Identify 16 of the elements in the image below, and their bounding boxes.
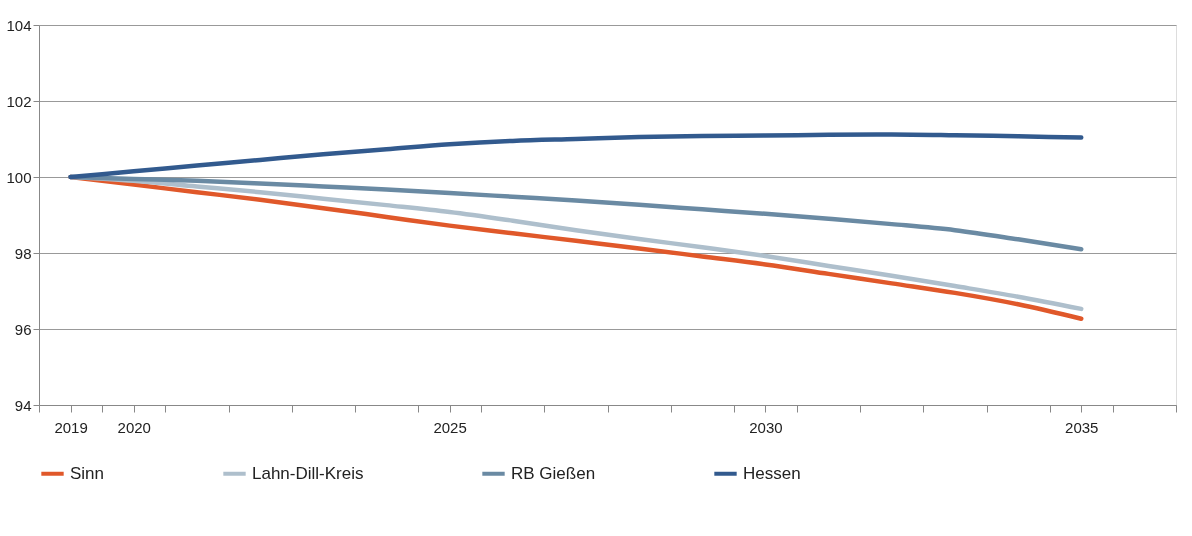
- y-tick-label: 100: [6, 168, 32, 186]
- x-tick-label: 2035: [1065, 418, 1099, 436]
- x-tick-label: 2020: [117, 418, 151, 436]
- y-tick-label: 102: [6, 92, 32, 110]
- legend-label: Hessen: [743, 463, 801, 483]
- x-tick-label: 2025: [433, 418, 467, 436]
- y-tick-label: 96: [14, 320, 32, 338]
- legend-label: Lahn-Dill-Kreis: [252, 463, 364, 483]
- legend-label: RB Gießen: [511, 463, 596, 483]
- y-tick-label: 104: [6, 16, 32, 34]
- y-tick-label: 94: [14, 396, 32, 414]
- y-tick-label: 98: [14, 244, 32, 262]
- line-series: [68, 132, 1084, 180]
- x-tick-label: 2019: [54, 418, 88, 436]
- x-tick-label: 2030: [749, 418, 783, 436]
- legend-label: Sinn: [70, 463, 105, 483]
